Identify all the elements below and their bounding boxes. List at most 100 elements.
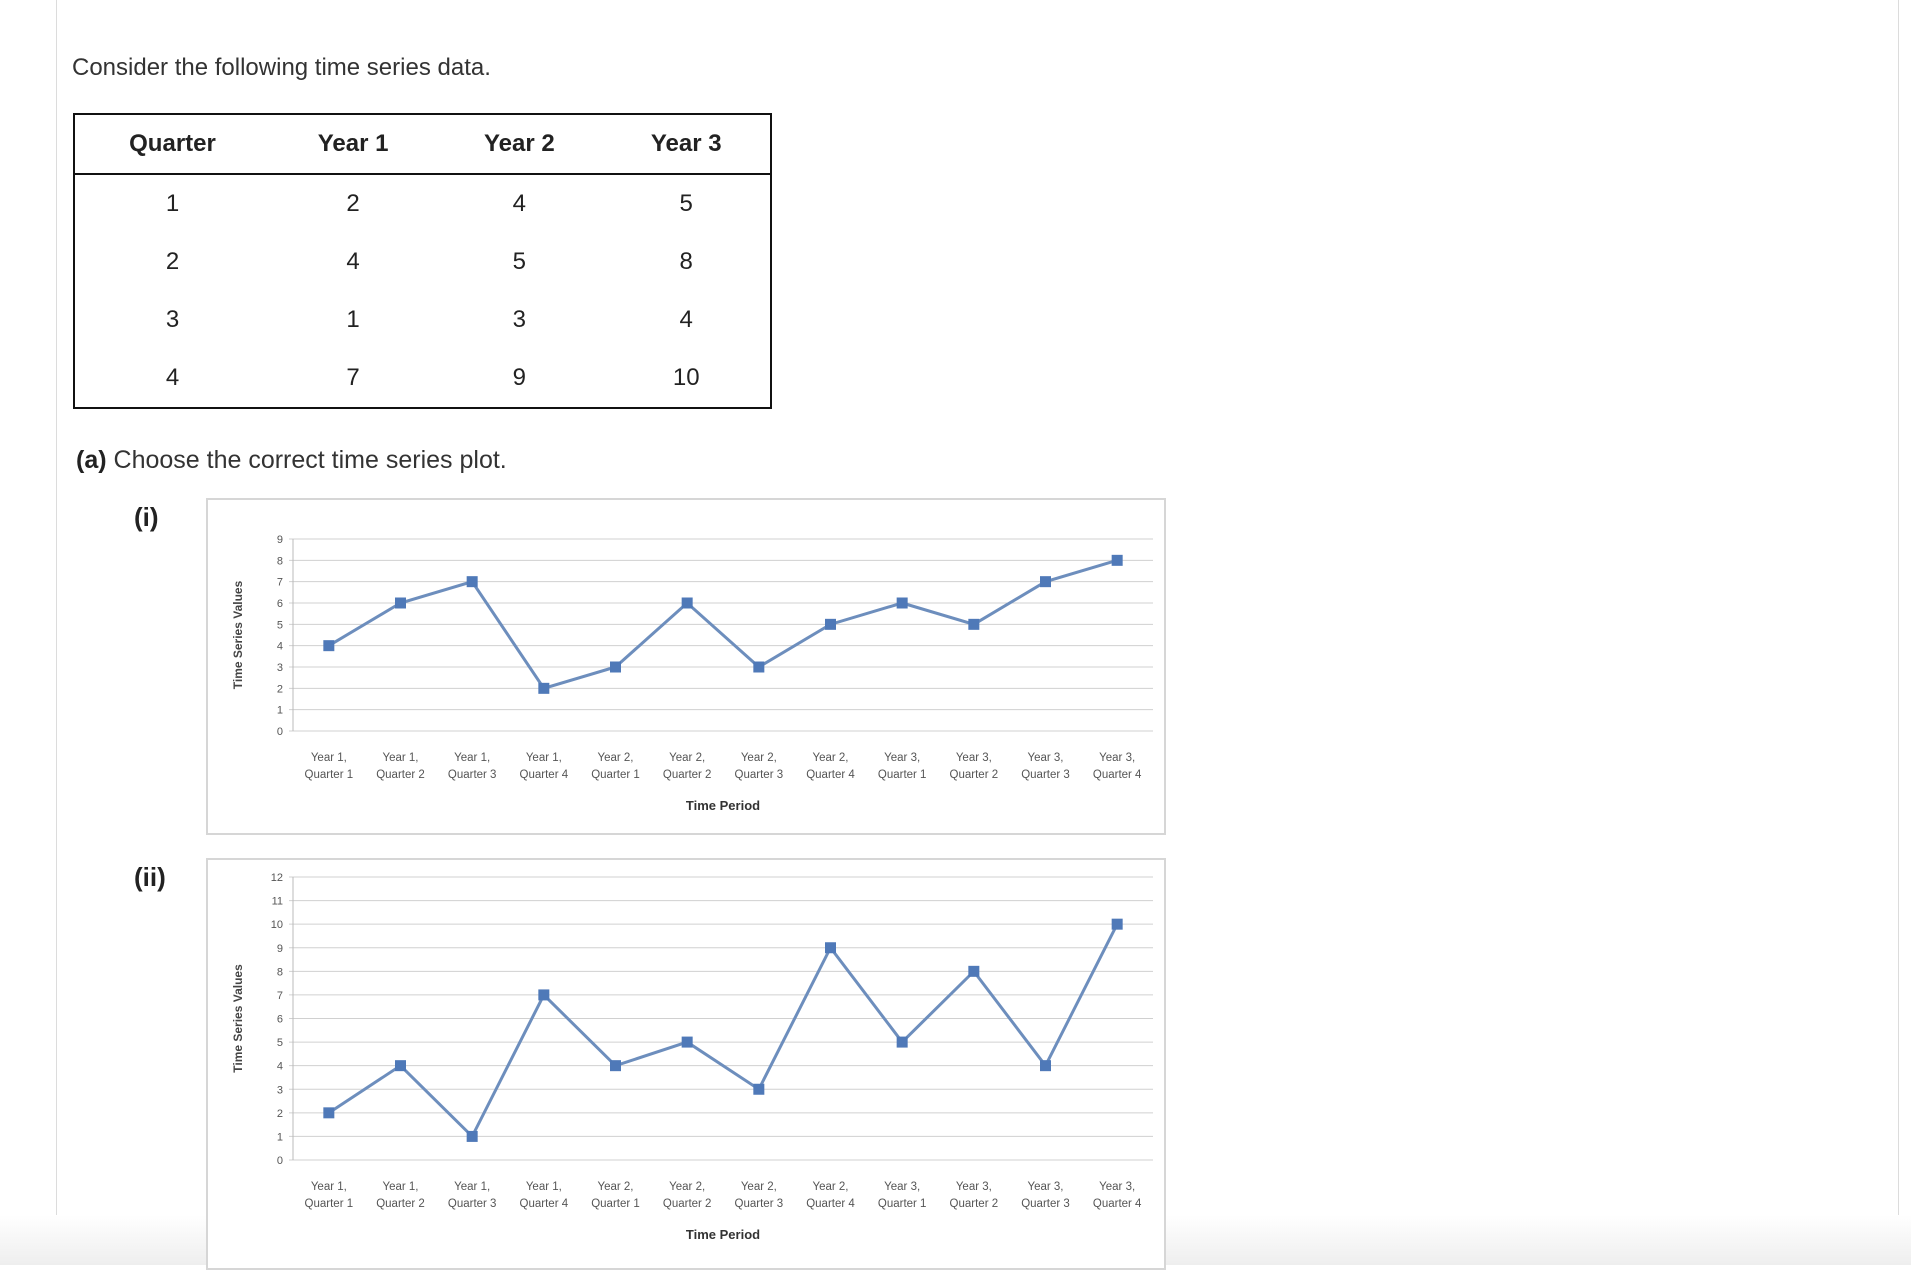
x-tick-label: Year 1,	[382, 1181, 418, 1193]
data-point	[538, 989, 550, 1001]
x-tick-label: Quarter 3	[735, 769, 784, 781]
series-line	[328, 923, 1119, 1139]
data-point	[395, 597, 406, 609]
x-tick-label: Quarter 1	[591, 769, 640, 781]
y-tick-label: 0	[277, 726, 283, 738]
data-point	[753, 1083, 765, 1095]
y-tick-label: 10	[271, 919, 283, 931]
table-cell: 4	[512, 190, 526, 217]
data-point	[466, 1130, 478, 1142]
table-cell: 2	[346, 190, 360, 217]
table-row: 1 2 4 5	[74, 174, 771, 233]
table-cell: 4	[346, 248, 360, 275]
series-line	[328, 558, 1118, 691]
y-tick-label: 5	[277, 619, 283, 631]
y-tick-label: 4	[277, 641, 283, 653]
y-tick-label: 7	[277, 990, 283, 1002]
y-tick-label: 3	[277, 662, 283, 674]
table-row: 3 1 3 4	[74, 291, 771, 349]
x-tick-label: Year 2,	[597, 1181, 633, 1193]
x-tick-label: Year 2,	[812, 1181, 848, 1193]
y-tick-label: 1	[277, 1131, 283, 1143]
x-tick-label: Year 3,	[1099, 752, 1135, 764]
table-cell: 3	[512, 306, 526, 333]
x-tick-label: Quarter 3	[448, 769, 497, 781]
x-tick-label: Year 2,	[669, 752, 705, 764]
x-tick-label: Quarter 4	[520, 1198, 569, 1210]
x-tick-label: Quarter 1	[305, 769, 354, 781]
x-tick-label: Year 3,	[956, 752, 992, 764]
header-year-3: Year 3	[602, 114, 771, 175]
x-tick-label: Quarter 1	[878, 1198, 927, 1210]
y-tick-label: 6	[277, 598, 283, 610]
option-i-chart[interactable]: 0 1 2 3 4 5 6 7 8 9 Time Series Values Year 1, Quart…	[206, 498, 1166, 835]
data-point	[825, 942, 836, 954]
x-tick-label: Year 1,	[454, 752, 490, 764]
y-tick-label: 5	[277, 1037, 283, 1049]
x-tick-label: Quarter 4	[806, 1198, 855, 1210]
x-tick-label: Year 3,	[884, 752, 920, 764]
x-tick-label: Year 1,	[311, 1181, 347, 1193]
question-text: Choose the correct time series plot.	[113, 446, 507, 474]
x-tick-label: Quarter 1	[878, 769, 927, 781]
data-point	[1111, 554, 1123, 566]
y-tick-label: 12	[271, 872, 283, 884]
x-tick-label: Quarter 4	[1093, 769, 1142, 781]
y-tick-label: 8	[277, 966, 283, 978]
x-tick-label: Quarter 4	[806, 769, 855, 781]
option-i-label[interactable]: (i)	[134, 502, 159, 532]
table-row: 2 4 5 8	[74, 233, 771, 291]
x-tick-label: Year 1,	[382, 752, 418, 764]
question-part-label: (a)	[76, 446, 107, 474]
x-tick-label: Quarter 2	[376, 1198, 425, 1210]
table-cell: 5	[512, 248, 526, 275]
x-tick-label: Year 1,	[526, 752, 562, 764]
y-tick-label: 4	[277, 1061, 283, 1073]
data-point	[968, 618, 980, 630]
header-year-2: Year 2	[436, 114, 603, 175]
x-tick-label: Quarter 4	[520, 769, 569, 781]
data-point	[896, 597, 908, 609]
y-tick-label: 2	[277, 683, 283, 695]
x-tick-label: Year 3,	[884, 1181, 920, 1193]
table-cell: 8	[679, 248, 693, 275]
y-tick-label: 11	[272, 896, 283, 908]
data-point	[1040, 1060, 1051, 1072]
data-point	[896, 1036, 908, 1048]
table-cell: 1	[165, 190, 180, 217]
data-point	[968, 965, 980, 977]
x-tick-label: Quarter 2	[663, 1198, 712, 1210]
y-tick-label: 1	[277, 705, 283, 717]
table-row: 4 7 9 10	[74, 349, 771, 408]
option-ii-chart[interactable]: 0 1 2 3 4 5 6 7 8 9 10 11 12 Time Series Values Year 1…	[206, 858, 1166, 1270]
intro-text: Consider the following time series data.	[72, 54, 491, 81]
time-series-table: Quarter Year 1 Year 2 Year 3 1 2 4 5 2 4…	[73, 113, 772, 409]
table-cell: 7	[346, 364, 360, 391]
y-tick-label: 9	[277, 534, 283, 546]
data-point	[1111, 918, 1123, 930]
y-tick-label: 8	[277, 555, 283, 567]
y-tick-label: 2	[277, 1108, 283, 1120]
y-tick-label: 3	[277, 1084, 283, 1096]
x-tick-label: Year 3,	[956, 1181, 992, 1193]
y-axis-title: Time Series Values	[231, 964, 245, 1073]
table-cell: 4	[679, 306, 693, 333]
data-point	[610, 661, 621, 673]
x-tick-label: Year 1,	[526, 1181, 562, 1193]
table-header-row: Quarter Year 1 Year 2 Year 3	[74, 114, 771, 175]
x-tick-label: Year 2,	[741, 1181, 777, 1193]
table-cell: 10	[672, 364, 700, 391]
option-ii-label[interactable]: (ii)	[134, 862, 166, 892]
x-tick-label: Quarter 2	[663, 769, 712, 781]
data-point	[466, 576, 478, 588]
option-i-chart-svg: 0 1 2 3 4 5 6 7 8 9 Time Series Values Year 1, Quart…	[231, 534, 1153, 813]
table-cell: 4	[165, 364, 180, 391]
x-tick-label: Year 3,	[1027, 1181, 1063, 1193]
data-point	[538, 682, 550, 694]
data-point	[1040, 576, 1051, 588]
x-tick-label: Quarter 3	[448, 1198, 497, 1210]
x-tick-label: Quarter 4	[1093, 1198, 1142, 1210]
y-tick-label: 6	[277, 1014, 283, 1026]
x-tick-label: Quarter 2	[950, 769, 999, 781]
data-point	[825, 618, 836, 630]
